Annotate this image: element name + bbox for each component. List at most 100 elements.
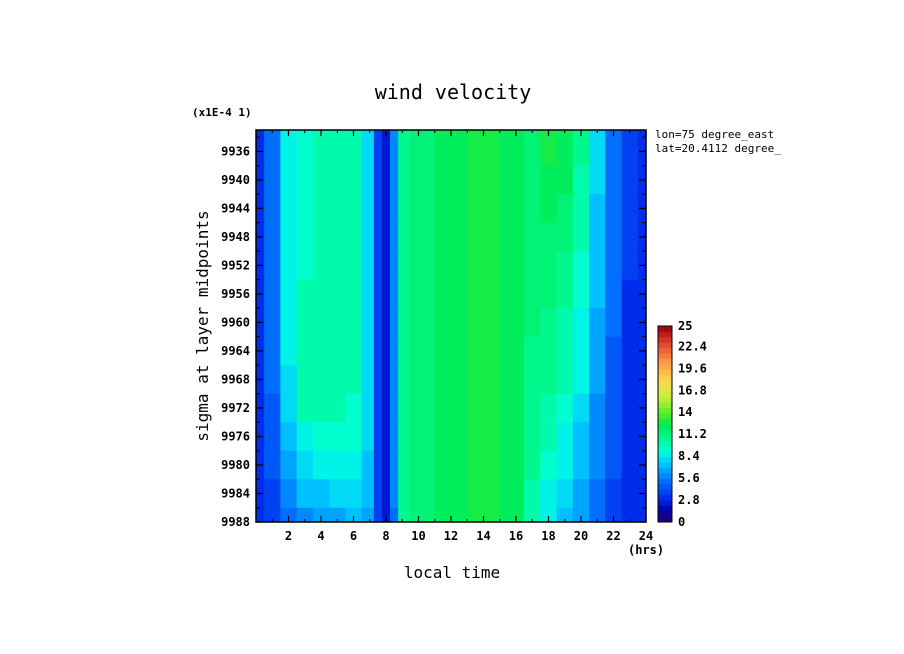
heatmap-cell — [381, 251, 391, 281]
heatmap-cell — [381, 336, 391, 366]
colorbar-segment — [658, 451, 672, 458]
x-tick-label: 22 — [606, 529, 620, 543]
colorbar-segment — [658, 429, 672, 436]
heatmap-cell — [381, 194, 391, 224]
heatmap-cell — [264, 450, 281, 480]
heatmap-cell — [499, 308, 525, 338]
heatmap-cell — [467, 507, 501, 522]
heatmap-cell — [621, 422, 639, 452]
heatmap-cell — [390, 365, 399, 395]
heatmap-cell — [589, 393, 606, 423]
heatmap-cell — [524, 194, 541, 224]
heatmap-cell — [381, 365, 391, 395]
colorbar-segment — [658, 407, 672, 414]
heatmap-cell — [467, 393, 501, 423]
heatmap-cell — [434, 422, 468, 452]
heatmap-cell — [499, 251, 525, 281]
heatmap-cell — [264, 165, 281, 195]
heatmap-cell — [390, 336, 399, 366]
heatmap-cell — [621, 393, 639, 423]
heatmap-cell — [345, 194, 363, 224]
heatmap-cell — [390, 194, 399, 224]
heatmap-cell — [572, 450, 590, 480]
heatmap-cell — [637, 507, 646, 522]
heatmap-cell — [312, 479, 330, 509]
x-tick-label: 12 — [444, 529, 458, 543]
y-tick-label: 9972 — [221, 401, 250, 415]
heatmap-cell — [373, 279, 383, 309]
colorbar-segment — [658, 396, 672, 403]
heatmap-cell — [373, 308, 383, 338]
heatmap-cell — [605, 450, 623, 480]
heatmap-cell — [312, 422, 330, 452]
heatmap-cell — [556, 507, 574, 522]
colorbar-frame — [657, 325, 673, 523]
heatmap-cell — [540, 365, 558, 395]
y-tick-label: 9976 — [221, 429, 250, 443]
heatmap-cell — [381, 507, 391, 522]
heatmap-cell — [589, 222, 606, 252]
heatmap-cell — [524, 450, 541, 480]
x-axis-label: local time — [404, 563, 500, 582]
heatmap-cell — [280, 130, 298, 167]
heatmap-cell — [572, 279, 590, 309]
heatmap-cell — [499, 450, 525, 480]
heatmap-cell — [524, 130, 541, 167]
heatmap-cell — [467, 165, 501, 195]
y-tick-label: 9944 — [221, 201, 250, 215]
heatmap-cell — [589, 279, 606, 309]
colorbar-tick-label: 2.8 — [678, 493, 700, 507]
heatmap-cell — [524, 365, 541, 395]
heatmap-cell — [390, 165, 399, 195]
heatmap-cell — [398, 308, 411, 338]
heatmap-cell — [381, 393, 391, 423]
colorbar-segment — [658, 500, 672, 507]
heatmap-cell — [280, 365, 298, 395]
x-unit-label: (hrs) — [628, 543, 664, 557]
heatmap-cell — [467, 222, 501, 252]
heatmap-cell — [329, 165, 346, 195]
heatmap-cell — [381, 450, 391, 480]
heatmap-cell — [296, 365, 314, 395]
heatmap-cell — [524, 279, 541, 309]
heatmap-cell — [540, 336, 558, 366]
heatmap-cell — [398, 336, 411, 366]
heatmap-cell — [499, 222, 525, 252]
heatmap-cell — [312, 308, 330, 338]
colorbar-segment — [658, 380, 672, 387]
x-tick-label: 20 — [574, 529, 588, 543]
colorbar-segment — [658, 364, 672, 370]
heatmap-cell — [390, 479, 399, 509]
heatmap-cell — [434, 479, 468, 509]
heatmap-cell — [329, 393, 346, 423]
heatmap-cell — [373, 393, 383, 423]
heatmap-cell — [410, 194, 436, 224]
heatmap-cell — [361, 251, 375, 281]
heatmap-cell — [390, 422, 399, 452]
heatmap-cell — [312, 194, 330, 224]
heatmap-cell — [398, 194, 411, 224]
heatmap-cell — [556, 251, 574, 281]
heatmap-cell — [264, 194, 281, 224]
heatmap-cell — [572, 393, 590, 423]
heatmap-cell — [398, 479, 411, 509]
heatmap-cell — [264, 308, 281, 338]
heatmap-cell — [264, 365, 281, 395]
heatmap-cell — [398, 279, 411, 309]
heatmap-cell — [361, 165, 375, 195]
heatmap-cell — [540, 507, 558, 522]
heatmap-cell — [398, 165, 411, 195]
heatmap-cell — [540, 130, 558, 167]
heatmap-cell — [345, 336, 363, 366]
heatmap-cell — [524, 393, 541, 423]
heatmap-cell — [398, 507, 411, 522]
heatmap-cell — [467, 279, 501, 309]
heatmap-cell — [296, 393, 314, 423]
heatmap-cell — [361, 507, 375, 522]
heatmap-cell — [556, 336, 574, 366]
heatmap-cell — [499, 130, 525, 167]
heatmap-cell — [329, 308, 346, 338]
heatmap-cell — [280, 251, 298, 281]
heatmap-cell — [572, 194, 590, 224]
heatmap-cell — [605, 336, 623, 366]
